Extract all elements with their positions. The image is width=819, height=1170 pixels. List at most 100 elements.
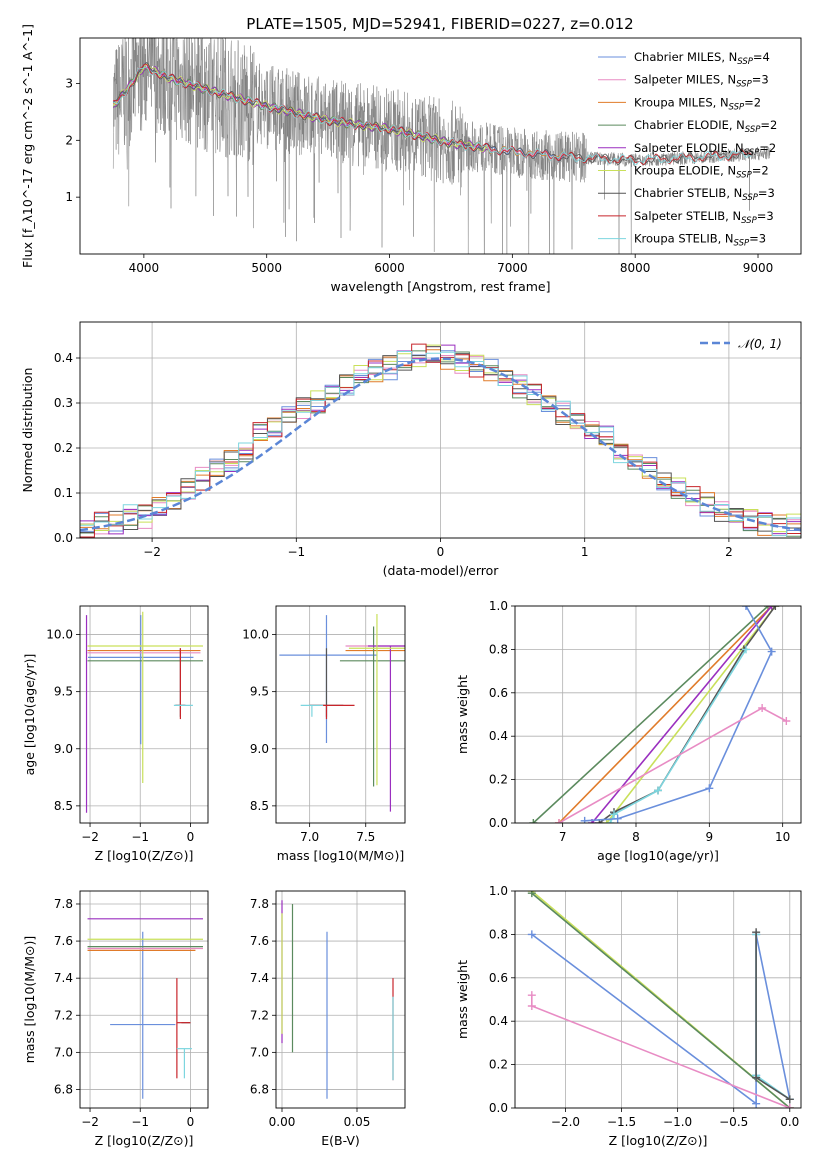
data-point-marker	[782, 717, 791, 726]
legend-subscript: SSP	[729, 102, 745, 112]
data-point-marker	[602, 819, 611, 823]
data-point-marker	[752, 1099, 761, 1108]
x-tick-label: 0	[187, 1115, 195, 1129]
axes-frame	[514, 890, 802, 1109]
x-tick-label: 0	[437, 545, 445, 559]
y-tick-label: 10.0	[242, 628, 269, 642]
legend-model: Chabrier MILES, N	[634, 50, 737, 64]
legend-nssp: =3	[752, 73, 769, 87]
data-point-marker	[752, 1073, 761, 1082]
x-tick-label: 0.05	[344, 1115, 371, 1129]
errorbar-kroupa-stelib	[300, 704, 324, 717]
x-tick-label: −0.5	[719, 1115, 748, 1129]
errorbar-kroupa-elodie	[348, 613, 405, 786]
y-tick-label: 0.2	[489, 1058, 508, 1072]
legend-label: Salpeter ELODIE, NSSP=2	[634, 141, 776, 158]
mass-weight-line-chabrier-miles	[584, 606, 773, 822]
histogram-kroupa-stelib	[80, 351, 801, 537]
x-tick-label: 0.0	[780, 1115, 799, 1129]
model-spectrum-chabrier-stelib	[112, 62, 752, 165]
histogram-chabrier-stelib	[80, 346, 801, 534]
y-tick-label: 0.2	[489, 773, 508, 787]
x-tick-label: 7.5	[356, 830, 375, 844]
data-point-marker	[529, 819, 538, 823]
data-point-marker	[613, 814, 622, 823]
y-tick-label: 0.4	[489, 729, 508, 743]
legend-model: Chabrier ELODIE, N	[634, 118, 745, 132]
y-tick-label: 7.6	[54, 934, 73, 948]
legend-nssp: =2	[752, 164, 769, 178]
axes-frame	[275, 890, 406, 1109]
legend-model: Kroupa MILES, N	[634, 95, 729, 109]
y-tick-label: 0.6	[489, 686, 508, 700]
legend-label: Salpeter MILES, NSSP=3	[634, 73, 769, 90]
legend-label: 𝒩(0, 1)	[738, 337, 782, 351]
x-tick-label: −2	[81, 1115, 99, 1129]
y-tick-label: 0.4	[489, 1014, 508, 1028]
legend-nssp: =2	[744, 95, 761, 109]
mass-weight-line-chabrier-stelib	[598, 606, 776, 823]
x-tick-label: 6000	[374, 261, 405, 275]
y-tick-label: 10.0	[46, 628, 73, 642]
legend-model: Salpeter MILES, N	[634, 73, 736, 87]
y-tick-label: 0.0	[54, 531, 73, 545]
x-axis-label: Z [log10(Z/Z⊙)]	[609, 1133, 708, 1148]
x-tick-label: 8000	[620, 261, 651, 275]
legend-model: Salpeter STELIB, N	[634, 209, 741, 223]
legend-subscript: SSP	[736, 171, 752, 181]
errorbar-chabrier-miles	[110, 931, 176, 1099]
x-axis-label: age [log10(age/yr)]	[597, 848, 719, 863]
legend-nssp: =4	[753, 50, 770, 64]
figure-title: PLATE=1505, MJD=52941, FIBERID=0227, z=0…	[246, 15, 633, 33]
x-tick-label: −1.5	[607, 1115, 636, 1129]
plot-area	[281, 900, 394, 1099]
legend-subscript: SSP	[742, 193, 758, 203]
axes-frame	[275, 605, 406, 824]
plot-area	[529, 606, 791, 823]
x-tick-label: −1	[287, 545, 305, 559]
data-point-marker	[767, 647, 776, 656]
axes-frame	[79, 37, 802, 255]
axes-frame	[79, 321, 802, 539]
x-axis-label: mass [log10(M/M⊙)]	[277, 848, 405, 863]
mass-weight-line-chabrier-elodie	[532, 606, 769, 823]
y-tick-label: 8.5	[54, 799, 73, 813]
y-tick-label: 2	[65, 133, 73, 147]
y-axis-label: Flux [f_λ10^-17 erg cm^-2 s^-1 A^-1]	[20, 24, 35, 268]
axes-frame	[79, 890, 209, 1109]
y-tick-label: 0.0	[489, 1101, 508, 1115]
errorbar-kroupa-elodie	[87, 611, 203, 784]
errorbar-salpeter-stelib	[175, 648, 186, 720]
y-tick-label: 9.0	[250, 742, 269, 756]
errorbar-salpeter-stelib	[176, 978, 191, 1079]
legend-model: Salpeter ELODIE, N	[634, 141, 744, 155]
data-point-marker	[527, 1002, 536, 1011]
x-tick-label: 9000	[743, 261, 774, 275]
legend-label: Chabrier MILES, NSSP=4	[634, 50, 770, 67]
y-tick-label: 7.8	[54, 897, 73, 911]
x-tick-label: 8	[632, 830, 640, 844]
y-tick-label: 9.5	[54, 685, 73, 699]
legend-label: Salpeter STELIB, NSSP=3	[634, 209, 774, 226]
panel-age_vs_mass: 7.0 7.5 8.5 9.0 9.5 10.0 mass [log10(M/M⊙)]	[242, 605, 406, 863]
legend-subscript: SSP	[736, 80, 752, 90]
legend-label: Kroupa ELODIE, NSSP=2	[634, 164, 769, 181]
legend-model: Kroupa ELODIE, N	[634, 164, 736, 178]
model-spectrum-kroupa-stelib	[113, 66, 752, 166]
y-tick-label: 8.5	[250, 799, 269, 813]
data-point-marker	[606, 819, 615, 823]
legend-nssp: =3	[749, 232, 766, 246]
y-tick-label: 0.0	[489, 816, 508, 830]
x-tick-label: 0.00	[269, 1115, 296, 1129]
x-tick-label: −1.0	[663, 1115, 692, 1129]
x-tick-label: −2	[81, 830, 99, 844]
errorbar-chabrier-elodie	[339, 626, 405, 787]
data-point-marker	[785, 1095, 794, 1104]
x-tick-label: 4000	[129, 261, 160, 275]
legend-label: Chabrier ELODIE, NSSP=2	[634, 118, 777, 135]
x-tick-label: −1	[131, 1115, 149, 1129]
x-tick-label: −2	[143, 545, 161, 559]
y-axis-label: age [log10(age/yr)]	[22, 654, 37, 776]
mass-weight-line-salpeter-elodie	[591, 606, 773, 823]
